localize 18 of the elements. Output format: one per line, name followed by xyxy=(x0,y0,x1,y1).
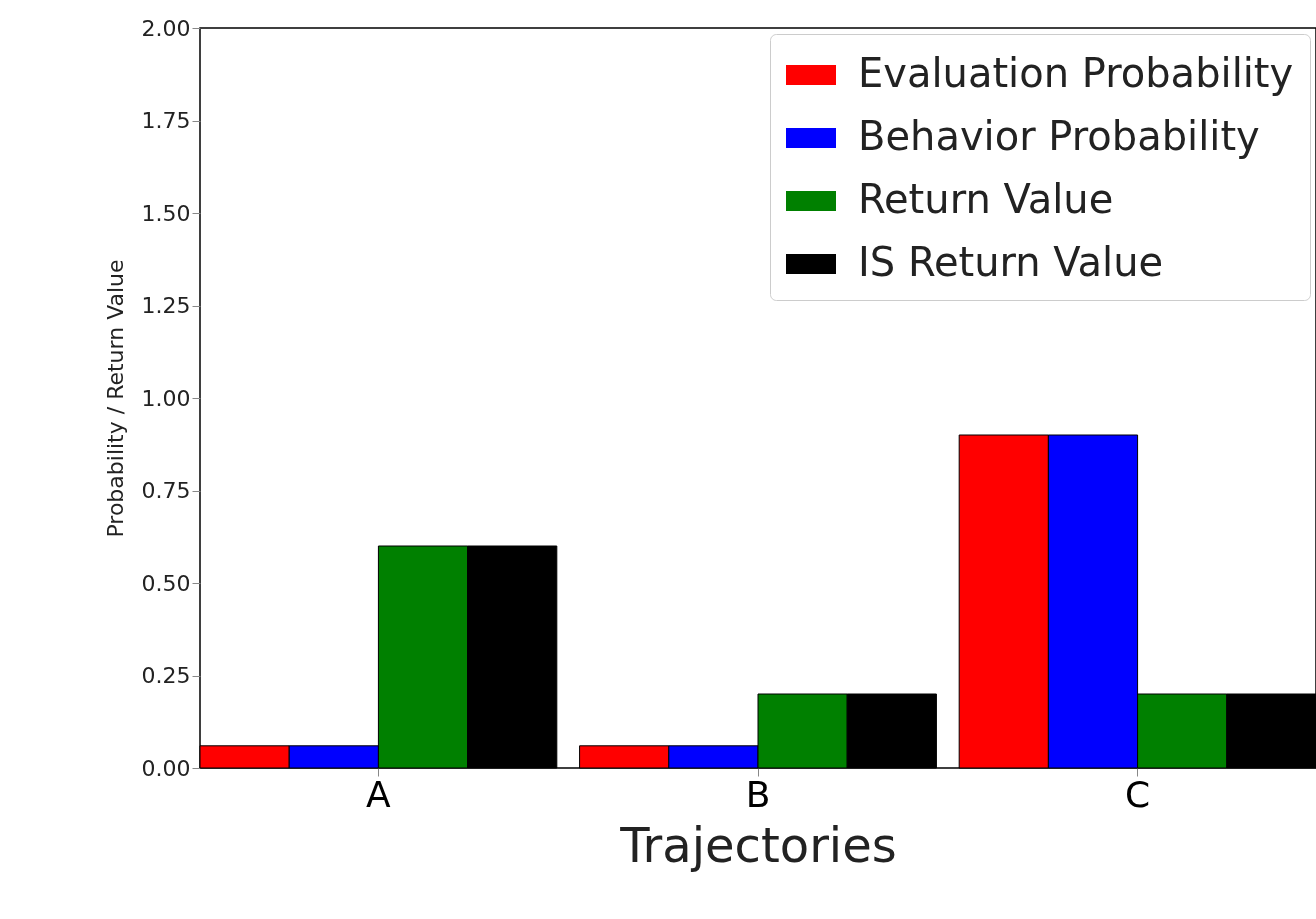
y-tick-label: 1.75 xyxy=(141,108,191,133)
y-tick-label: 0.75 xyxy=(141,478,191,503)
y-axis-title: Probability / Return Value xyxy=(102,259,128,538)
y-tick-label: 1.25 xyxy=(141,293,191,318)
x-tick-label: A xyxy=(366,773,392,815)
y-tick-label: 1.50 xyxy=(141,200,191,226)
y-tick-label: 0.25 xyxy=(141,663,191,688)
y-tick-label: 2.00 xyxy=(141,15,191,41)
legend-label: Behavior Probability xyxy=(858,113,1260,159)
y-tick-label: 1.00 xyxy=(141,385,191,411)
x-axis-title: Trajectories xyxy=(619,816,897,873)
legend-label: IS Return Value xyxy=(858,239,1164,285)
x-tick-label: B xyxy=(745,773,771,815)
legend-label: Return Value xyxy=(858,176,1114,222)
y-tick-label: 0.50 xyxy=(141,570,191,596)
x-tick-label: C xyxy=(1125,773,1151,815)
y-tick-label: 0.00 xyxy=(141,755,191,781)
legend-label: Evaluation Probability xyxy=(858,50,1294,96)
